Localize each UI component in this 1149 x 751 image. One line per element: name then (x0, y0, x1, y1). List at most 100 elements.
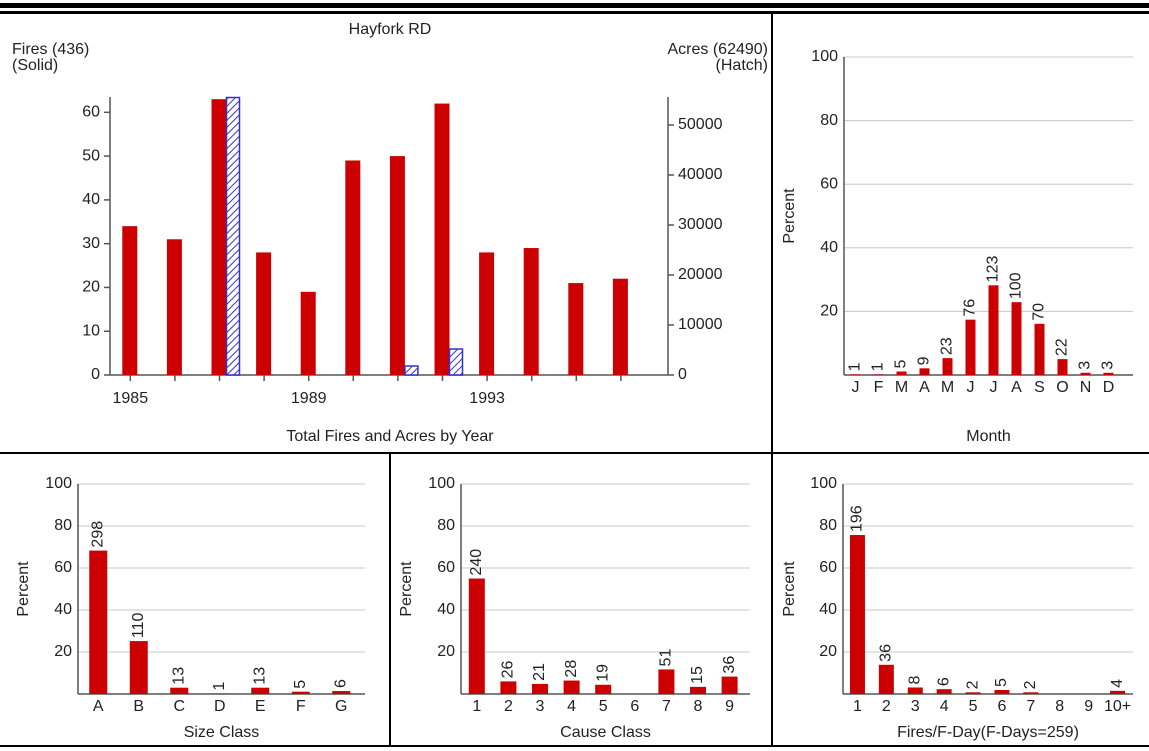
x-tick-label: O (1056, 379, 1068, 396)
fires-bar (389, 156, 405, 375)
y-tick-label: 100 (811, 48, 838, 65)
x-tick-label: D (1103, 379, 1115, 396)
y2-tick-label: 0 (678, 366, 687, 383)
bar-label: 4 (1109, 679, 1126, 688)
bar-label: 196 (849, 505, 866, 532)
y-tick-label: 0 (91, 366, 100, 383)
bar-label: 23 (939, 337, 956, 355)
bar-label: 110 (130, 612, 147, 638)
x-tick-label: 1 (853, 698, 862, 715)
x-tick-label: B (133, 698, 144, 715)
acres-bar (404, 365, 419, 376)
y-tick-label: 60 (437, 559, 455, 576)
x-tick-label: F (296, 698, 306, 715)
y-tick-label: 40 (819, 601, 837, 618)
y-axis-label: Percent (781, 561, 798, 617)
bar (988, 285, 999, 375)
fires-bar (612, 278, 628, 375)
x-tick-label: G (335, 698, 347, 715)
bar (1080, 372, 1091, 375)
x-tick-label: 3 (911, 698, 920, 715)
y-tick-label: 30 (82, 235, 100, 252)
y2-axis-label: Acres (62490) (668, 41, 769, 58)
bar-label: 100 (1008, 272, 1025, 299)
bar-label: 9 (916, 356, 933, 365)
fires-bar (523, 248, 539, 375)
y-tick-label: 20 (82, 279, 100, 296)
bar (1103, 372, 1114, 375)
fires-bar (345, 160, 361, 375)
y2-tick-label: 10000 (678, 316, 723, 333)
bar (1110, 690, 1126, 694)
y-tick-label: 40 (54, 601, 72, 618)
x-tick-label: M (941, 379, 954, 396)
x-tick-label: 7 (1026, 698, 1035, 715)
x-tick-label: 8 (694, 698, 703, 715)
bar (1034, 323, 1045, 375)
x-axis-label: Fires/F-Day(F-Days=259) (897, 724, 1079, 741)
x-tick-label: 5 (969, 698, 978, 715)
bar-label: 8 (906, 675, 923, 684)
y-tick-label: 100 (810, 475, 837, 492)
bar-label: 5 (993, 678, 1010, 687)
fires-bar (166, 239, 182, 375)
y2-axis-label: (Hatch) (716, 57, 768, 74)
x-tick-label: 10+ (1104, 698, 1131, 715)
bar (942, 358, 953, 375)
x-tick-label: 2 (504, 698, 513, 715)
y-axis-label: Percent (781, 188, 798, 244)
y-tick-label: 10 (82, 322, 100, 339)
bar-label: 3 (1100, 361, 1117, 370)
x-tick-label: D (214, 698, 226, 715)
bar-label: 123 (985, 256, 1002, 283)
x-tick-label: 1993 (469, 390, 505, 407)
bar-label: 298 (89, 521, 106, 548)
bar (1023, 692, 1039, 694)
y-tick-label: 100 (45, 475, 72, 492)
bar (170, 687, 189, 694)
x-tick-label: 1989 (291, 390, 327, 407)
x-axis-label: Total Fires and Acres by Year (286, 428, 494, 445)
top-rule (0, 3, 1149, 8)
y-axis-label: Percent (15, 561, 32, 617)
y2-tick-label: 50000 (678, 116, 723, 133)
x-tick-label: 4 (940, 698, 949, 715)
y-tick-label: 20 (437, 643, 455, 660)
bar-label: 6 (935, 677, 952, 686)
x-tick-label: C (173, 698, 185, 715)
y-axis-label: Percent (398, 561, 415, 617)
bar (563, 680, 580, 694)
bar (690, 686, 706, 694)
bar (965, 319, 976, 375)
bar-label: 2 (1022, 680, 1039, 689)
x-tick-label: 6 (630, 698, 639, 715)
acres-bar (448, 348, 464, 376)
y-axis-label: (Solid) (12, 57, 58, 74)
chart-title: Hayfork RD (349, 21, 432, 38)
y-tick-label: 80 (54, 517, 72, 534)
bar (965, 692, 981, 694)
x-tick-label: 6 (997, 698, 1006, 715)
fires-bar (568, 283, 584, 375)
bar (721, 676, 738, 694)
bar-label: 70 (1031, 303, 1048, 321)
x-tick-label: A (1011, 379, 1022, 396)
bar (468, 578, 485, 694)
x-tick-label: S (1034, 379, 1045, 396)
y2-tick-label: 30000 (678, 216, 723, 233)
bar (849, 535, 865, 694)
bar (878, 664, 894, 694)
y-tick-label: 100 (428, 475, 455, 492)
acres-bar (225, 96, 241, 376)
bar (532, 683, 548, 694)
y-tick-label: 60 (82, 104, 100, 121)
fires-bar (434, 103, 450, 376)
bar-label: 13 (170, 667, 187, 685)
bar (994, 690, 1010, 694)
fires-bar (300, 291, 316, 375)
fires-bar (211, 99, 227, 376)
x-tick-label: 2 (882, 698, 891, 715)
x-tick-label: 3 (536, 698, 545, 715)
y2-tick-label: 40000 (678, 166, 723, 183)
